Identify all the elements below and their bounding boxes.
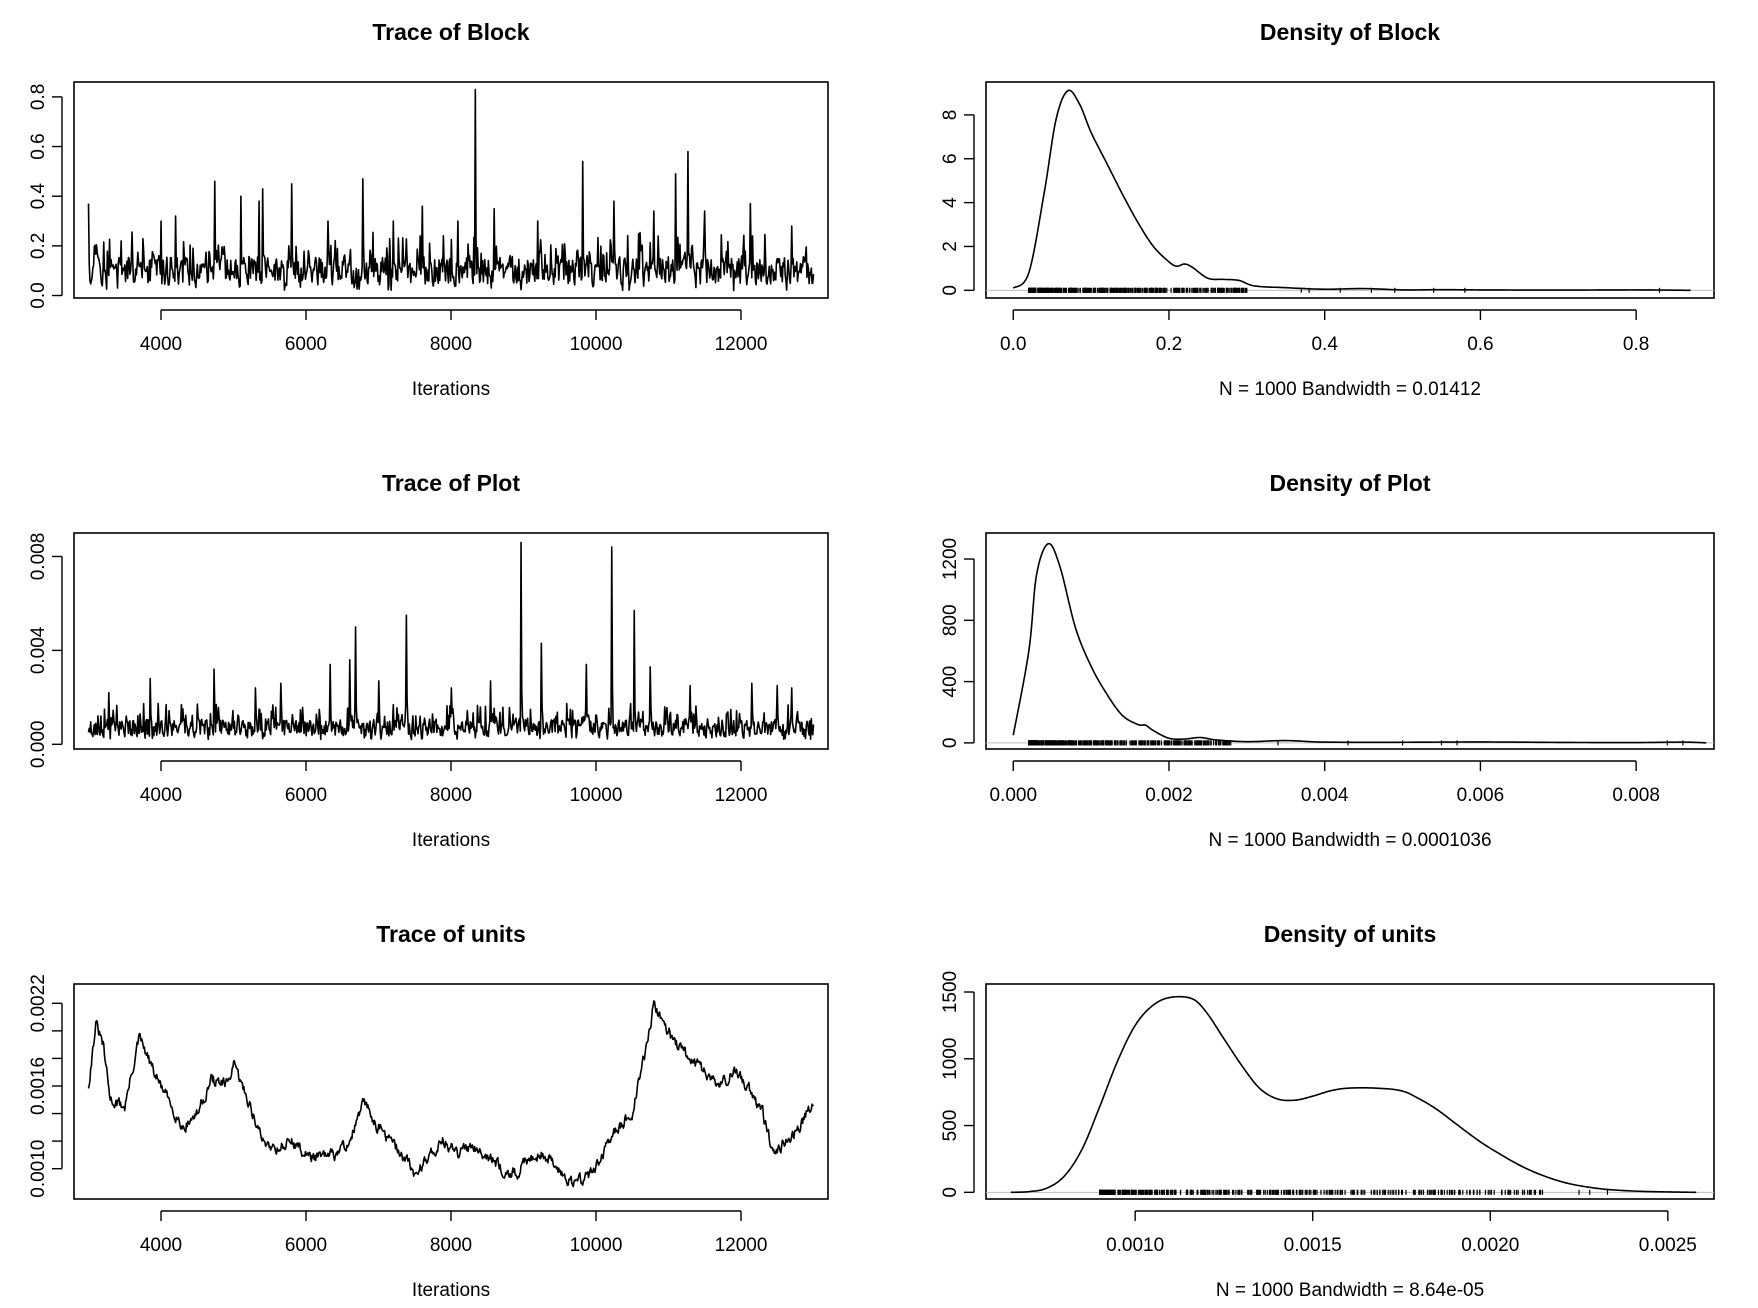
- x-axis-label: N = 1000 Bandwidth = 0.0001036: [1208, 830, 1491, 851]
- x-tick-label: 0.0015: [1284, 1235, 1342, 1256]
- y-tick-label: 400: [940, 666, 961, 698]
- trace-of-plot-panel: Trace of Plot 4000 6000 8000 10000 12000 0.000…: [28, 470, 829, 851]
- trace-of-units-panel: Trace of units 4000 6000 8000 10000 12000 0.00…: [28, 921, 829, 1301]
- y-tick-label: 0.8: [28, 84, 49, 110]
- x-tick-label: 0.004: [1301, 785, 1349, 806]
- panel-title: Trace of Block: [372, 19, 529, 45]
- x-tick-label: 0.2: [1156, 334, 1182, 355]
- panel-title: Density of Block: [1260, 19, 1440, 45]
- plot-frame: [73, 81, 829, 299]
- y-tick-label: 0: [940, 1187, 961, 1198]
- x-tick-label: 6000: [285, 785, 327, 806]
- x-tick-label: 0.0025: [1639, 1235, 1697, 1256]
- panel-title: Trace of units: [376, 921, 526, 947]
- y-tick-label: 0.008: [28, 533, 49, 581]
- y-tick-label: 6: [940, 153, 961, 164]
- y-tick-label: 0.6: [28, 133, 49, 159]
- y-tick-label: 0.4: [28, 183, 49, 210]
- x-tick-label: 4000: [140, 785, 182, 806]
- x-tick-label: 6000: [285, 1235, 327, 1256]
- y-tick-label: 1200: [940, 538, 961, 580]
- y-tick-label: 800: [940, 604, 961, 636]
- y-tick-label: 0.0010: [28, 1140, 49, 1198]
- y-tick-label: 2: [940, 241, 961, 252]
- y-tick-label: 0.000: [28, 721, 49, 769]
- plot-frame: [985, 983, 1715, 1200]
- x-tick-label: 0.0020: [1461, 1235, 1519, 1256]
- density-of-plot-panel: Density of Plot 0.000 0.002 0.004 0.006 0.008…: [940, 470, 1715, 851]
- x-tick-label: 0.6: [1467, 334, 1493, 355]
- density-of-block-panel: Density of Block 0.0 0.2 0.4 0.6 0.8 0 2 4 6 8 N = …: [940, 19, 1715, 400]
- x-tick-label: 6000: [285, 334, 327, 355]
- plot-area: [986, 542, 1714, 746]
- trace-line: [87, 541, 815, 741]
- trace-line: [87, 1000, 815, 1188]
- x-axis-label: N = 1000 Bandwidth = 8.64e-05: [1216, 1280, 1484, 1301]
- plot-frame: [73, 532, 829, 750]
- x-tick-label: 8000: [430, 334, 472, 355]
- x-tick-label: 0.4: [1311, 334, 1338, 355]
- x-tick-label: 10000: [570, 334, 623, 355]
- x-tick-label: 12000: [715, 1235, 768, 1256]
- x-tick-label: 8000: [430, 1235, 472, 1256]
- x-tick-label: 10000: [570, 1235, 623, 1256]
- density-curve: [1012, 89, 1691, 292]
- panel-title: Density of units: [1264, 921, 1437, 947]
- plot-frame: [73, 983, 829, 1200]
- trace-of-block-panel: Trace of Block 4000 6000 8000 10000 12000 0.0 0…: [28, 19, 829, 400]
- x-tick-label: 8000: [430, 785, 472, 806]
- x-axis-label: Iterations: [412, 1280, 490, 1301]
- x-tick-label: 0.008: [1612, 785, 1660, 806]
- x-tick-label: 0.000: [989, 785, 1037, 806]
- x-tick-label: 12000: [715, 334, 768, 355]
- x-axis-label: Iterations: [412, 830, 490, 851]
- y-tick-label: 500: [940, 1110, 961, 1142]
- x-tick-label: 12000: [715, 785, 768, 806]
- plot-frame: [985, 81, 1715, 299]
- x-tick-label: 10000: [570, 785, 623, 806]
- y-tick-label: 4: [940, 197, 961, 208]
- x-tick-label: 4000: [140, 1235, 182, 1256]
- density-of-units-panel: Density of units 0.0010 0.0015 0.0020 0.0025…: [940, 921, 1715, 1301]
- x-tick-label: 0.0010: [1106, 1235, 1164, 1256]
- y-tick-label: 0.2: [28, 233, 49, 259]
- trace-line: [87, 88, 815, 292]
- density-curve: [1010, 995, 1697, 1194]
- plot-area: [986, 995, 1714, 1195]
- plot-area: [87, 88, 815, 292]
- x-tick-label: 0.006: [1457, 785, 1505, 806]
- x-tick-label: 0.002: [1145, 785, 1193, 806]
- panel-title: Trace of Plot: [382, 470, 520, 496]
- plot-frame: [985, 532, 1715, 750]
- x-axis-label: Iterations: [412, 379, 490, 400]
- y-tick-label: 8: [940, 110, 961, 121]
- y-tick-label: 0.0016: [28, 1057, 49, 1115]
- y-tick-label: 0.0: [28, 282, 49, 308]
- y-tick-label: 0: [940, 285, 961, 296]
- panel-title: Density of Plot: [1269, 470, 1430, 496]
- x-tick-label: 4000: [140, 334, 182, 355]
- plot-area: [87, 1000, 815, 1188]
- plot-area: [87, 541, 815, 741]
- density-curve: [1012, 542, 1707, 744]
- y-tick-label: 0.004: [28, 626, 49, 674]
- y-tick-label: 0.0022: [28, 974, 49, 1032]
- x-tick-label: 0.8: [1623, 334, 1649, 355]
- y-tick-label: 1500: [940, 971, 961, 1013]
- plot-area: [986, 89, 1714, 293]
- y-tick-label: 1000: [940, 1038, 961, 1080]
- y-tick-label: 0: [940, 738, 961, 749]
- x-axis-label: N = 1000 Bandwidth = 0.01412: [1219, 379, 1481, 400]
- x-tick-label: 0.0: [1000, 334, 1026, 355]
